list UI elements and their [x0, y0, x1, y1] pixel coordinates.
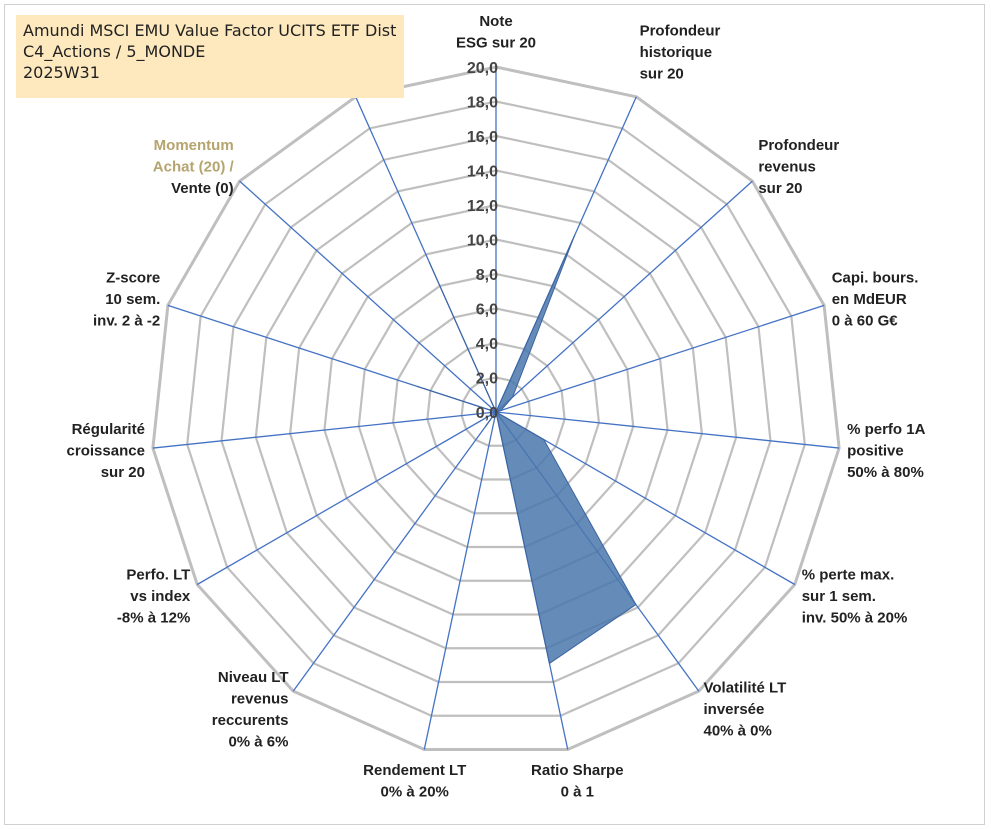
- axis-label-line: Régularité: [72, 421, 145, 438]
- axis-label-line: 0 à 1: [561, 784, 594, 801]
- grid-ring: [357, 272, 635, 549]
- radial-tick-label: 2,0: [476, 371, 498, 388]
- axis-label-5: % perfo 1A positive 50% à 80%: [847, 421, 926, 481]
- axis-spoke: [495, 411, 840, 449]
- axis-label-8: Ratio Sharpe 0 à 1: [531, 762, 624, 801]
- axis-label-line: revenus: [231, 690, 289, 707]
- axis-spoke: [292, 411, 497, 692]
- axis-label-line: sur 1 sem.: [802, 588, 876, 605]
- radar-axis-labels: Note ESG sur 20 Profondeur historique sur 20…: [67, 13, 926, 801]
- axis-label-line: Z-score: [106, 269, 160, 286]
- grid-ring: [323, 238, 669, 582]
- axis-label-6: % perte max. sur 1 sem. inv. 50% à 20%: [802, 566, 908, 626]
- axis-spoke: [495, 180, 753, 413]
- chart-title-line-2: C4_Actions / 5_MONDE: [23, 42, 206, 61]
- radial-tick-label: 16,0: [467, 129, 498, 146]
- axis-label-14: Momentum Achat (20) / Vente (0): [153, 137, 235, 197]
- axis-label-1: Note ESG sur 20: [456, 13, 536, 52]
- axis-label-line: 10 sem.: [105, 291, 160, 308]
- axis-label-11: Perfo. LT vs index -8% à 12%: [117, 566, 191, 626]
- radial-tick-label: 0,0: [476, 405, 498, 422]
- axis-label-line: -8% à 12%: [117, 609, 190, 626]
- axis-label-line: inversée: [703, 701, 764, 718]
- axis-label-line: reccurents: [212, 712, 289, 729]
- axis-label-line: Achat (20) /: [153, 159, 235, 176]
- grid-ring: [391, 307, 601, 515]
- axis-label-line: 0 à 60 G€: [832, 312, 899, 329]
- radial-tick-label: 18,0: [467, 95, 498, 112]
- axis-label-line: Profondeur: [758, 137, 839, 154]
- radial-tick-label: 10,0: [467, 233, 498, 250]
- axis-spoke: [495, 304, 825, 413]
- radial-tick-label: 12,0: [467, 198, 498, 215]
- radial-tick-label: 4,0: [476, 336, 498, 353]
- radial-tick-label: 20,0: [467, 60, 498, 77]
- axis-label-line: 0% à 6%: [228, 733, 288, 750]
- axis-label-line: 50% à 80%: [847, 464, 924, 481]
- chart-frame: 0,0 2,0 4,0 6,0 8,0 10,0 12,0 14,0 16,0 18,0 20,0 …: [4, 4, 985, 825]
- axis-label-line: 0% à 20%: [381, 784, 449, 801]
- axis-spoke: [423, 411, 497, 750]
- axis-label-line: Vente (0): [171, 180, 234, 197]
- chart-title-box: Amundi MSCI EMU Value Factor UCITS ETF D…: [16, 15, 404, 98]
- axis-label-line: Note: [479, 13, 512, 30]
- axis-label-line: revenus: [758, 159, 816, 176]
- axis-label-2: Profondeur historique sur 20: [640, 23, 721, 83]
- axis-label-3: Profondeur revenus sur 20: [758, 137, 839, 197]
- axis-label-line: inv. 2 à -2: [93, 312, 160, 329]
- axis-label-line: sur 20: [758, 180, 802, 197]
- chart-title-line-1: Amundi MSCI EMU Value Factor UCITS ETF D…: [23, 21, 397, 40]
- radial-tick-label: 8,0: [476, 267, 498, 284]
- axis-label-line: Perfo. LT: [126, 566, 190, 583]
- axis-label-line: % perfo 1A: [847, 421, 926, 438]
- axis-spoke: [495, 411, 796, 586]
- axis-label-line: en MdEUR: [832, 291, 907, 308]
- axis-label-line: Profondeur: [640, 23, 721, 40]
- grid-ring: [289, 203, 703, 616]
- grid-ring: [186, 100, 806, 717]
- grid-ring: [426, 341, 566, 481]
- grid-ring: [460, 376, 532, 447]
- axis-label-line: % perte max.: [802, 566, 895, 583]
- axis-label-line: Rendement LT: [363, 762, 466, 779]
- radar-grid: [151, 65, 841, 751]
- axis-label-12: Régularité croissance sur 20: [67, 421, 145, 481]
- axis-label-line: vs index: [130, 588, 191, 605]
- axis-label-line: sur 20: [101, 464, 145, 481]
- axis-label-line: Momentum: [154, 137, 234, 154]
- axis-label-10: Niveau LT revenus reccurents 0% à 6%: [212, 669, 289, 751]
- axis-label-line: inv. 50% à 20%: [802, 609, 908, 626]
- axis-label-13: Z-score 10 sem. inv. 2 à -2: [93, 269, 160, 329]
- axis-label-line: positive: [847, 443, 904, 460]
- radar-chart: 0,02,04,06,08,010,012,014,016,018,020,0 …: [67, 13, 926, 801]
- radial-tick-label: 14,0: [467, 164, 498, 181]
- axis-label-line: croissance: [67, 443, 145, 460]
- grid-ring: [220, 134, 772, 684]
- chart-title-line-3: 2025W31: [23, 63, 100, 82]
- axis-label-line: sur 20: [640, 66, 684, 83]
- axis-label-line: Niveau LT: [218, 669, 289, 686]
- radar-tick-labels: 0,0 2,0 4,0 6,0 8,0 10,0 12,0 14,0 16,0 18,0 20,0: [467, 60, 498, 422]
- data-series-area: [416, 235, 637, 664]
- radial-tick-label: 6,0: [476, 302, 498, 319]
- axis-spoke: [239, 180, 497, 413]
- axis-label-line: 40% à 0%: [703, 723, 771, 740]
- axis-spoke: [196, 411, 497, 586]
- axis-label-7: Volatilité LT inversée 40% à 0%: [703, 680, 786, 740]
- axis-label-4: Capi. bours. en MdEUR 0 à 60 G€: [832, 269, 919, 329]
- grid-ring: [254, 169, 738, 650]
- axis-label-9: Rendement LT 0% à 20%: [363, 762, 466, 801]
- radar-series: [416, 235, 637, 664]
- grid-ring: [151, 65, 841, 751]
- axis-spoke: [152, 411, 497, 449]
- axis-label-line: ESG sur 20: [456, 35, 536, 52]
- axis-label-line: Capi. bours.: [832, 269, 919, 286]
- axis-label-line: Ratio Sharpe: [531, 762, 624, 779]
- axis-label-line: Volatilité LT: [703, 680, 786, 697]
- axis-label-line: historique: [640, 44, 713, 61]
